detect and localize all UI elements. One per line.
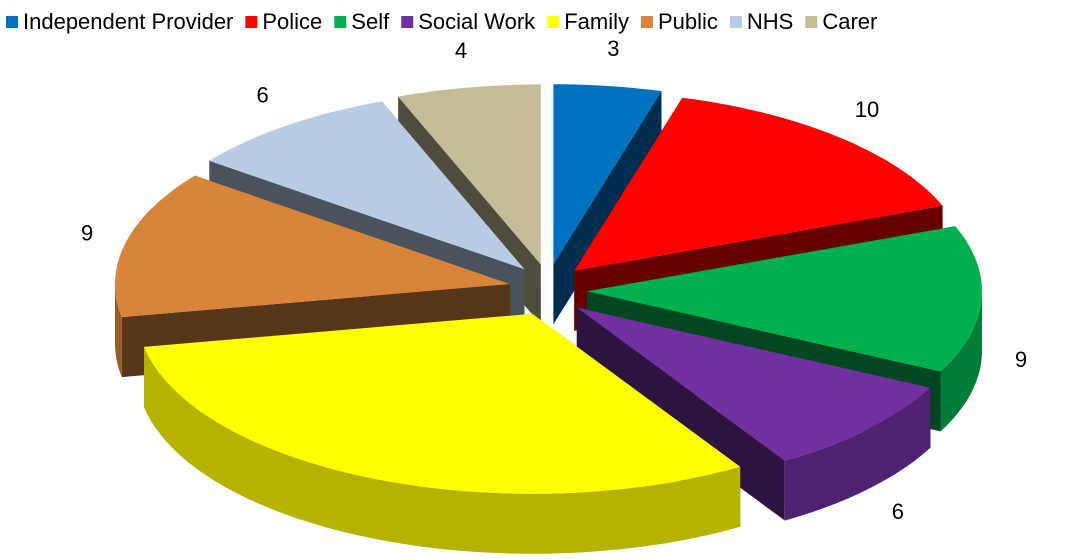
- data-label: 3: [607, 36, 619, 61]
- slice: [576, 307, 931, 461]
- legend-label: Social Work: [418, 9, 536, 34]
- slice: [553, 84, 662, 265]
- slice: [586, 226, 982, 372]
- slice-tops: [115, 84, 982, 494]
- slice: [115, 175, 511, 318]
- slice: [144, 313, 741, 494]
- data-label: 21: [345, 557, 369, 559]
- slice: [574, 97, 943, 271]
- legend-label: Self: [351, 9, 390, 34]
- legend-swatch: [334, 16, 347, 28]
- legend-swatch: [6, 16, 18, 28]
- slice: [209, 101, 525, 270]
- legend-swatch: [245, 16, 258, 28]
- legend-swatch: [729, 16, 742, 28]
- data-label: 9: [81, 220, 93, 245]
- slice-side: [115, 284, 122, 378]
- legend-label: Carer: [822, 9, 877, 34]
- slice-side: [144, 346, 741, 554]
- legend-label: Police: [262, 9, 322, 34]
- legend-swatch: [640, 16, 653, 28]
- legend-label: Family: [564, 9, 629, 34]
- slice-side: [784, 387, 931, 521]
- legend-label: Public: [658, 9, 718, 34]
- legend-label: Independent Provider: [23, 9, 233, 34]
- legend-swatch: [547, 16, 560, 28]
- legend-swatch: [401, 16, 414, 28]
- data-label: 10: [855, 97, 879, 122]
- data-label: 4: [455, 38, 467, 63]
- data-label: 6: [892, 499, 904, 524]
- legend-swatch: [805, 16, 818, 28]
- data-label: 9: [1015, 347, 1027, 372]
- data-label: 6: [257, 83, 269, 108]
- legend-label: NHS: [747, 9, 793, 34]
- slice: [398, 84, 541, 265]
- slice-side: [940, 291, 982, 432]
